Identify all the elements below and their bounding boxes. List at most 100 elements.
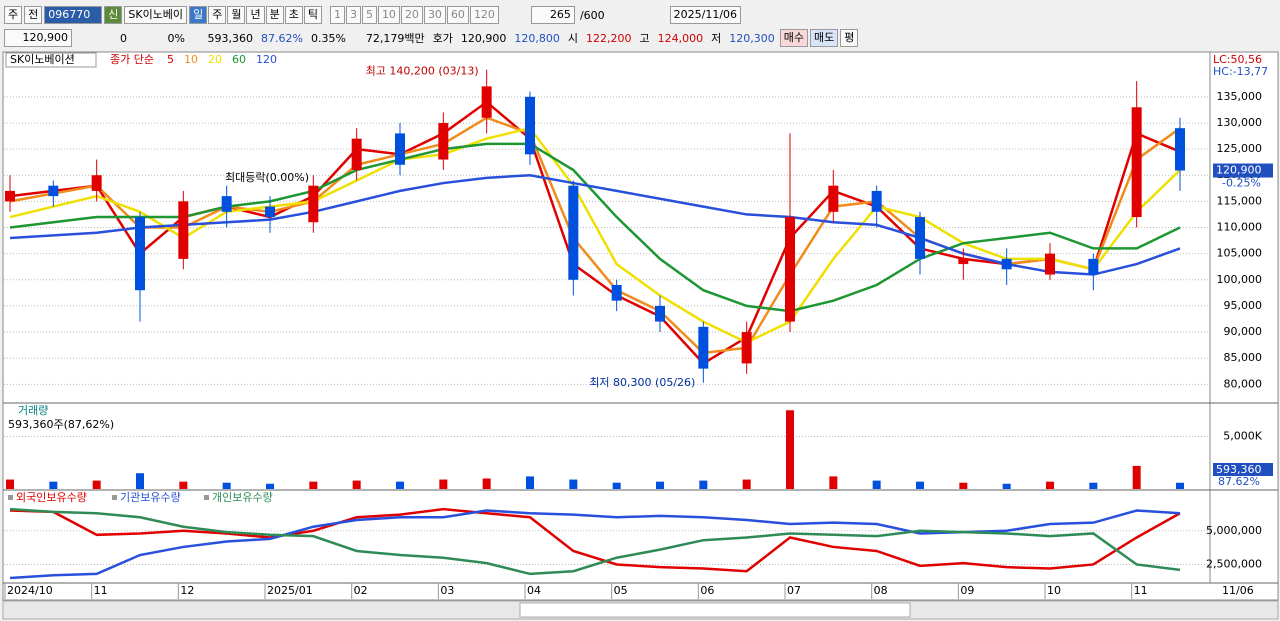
last-date: 11/06 — [1222, 584, 1254, 597]
interval-button[interactable]: 60 — [446, 6, 469, 24]
period-button[interactable]: 주 — [208, 6, 227, 24]
avg-button[interactable]: 평 — [840, 29, 859, 47]
low: 120,300 — [729, 31, 775, 45]
candle-body — [871, 190, 882, 212]
x-tick-label: 11 — [94, 584, 108, 597]
interval-button[interactable]: 120 — [469, 6, 499, 24]
stock-name[interactable]: SK이노베이 — [124, 6, 188, 24]
y-tick-label: 100,000 — [1217, 273, 1263, 286]
x-tick-label: 06 — [700, 584, 714, 597]
volume-bar — [1176, 482, 1184, 489]
period-button[interactable]: 분 — [265, 6, 284, 24]
candle-body — [135, 217, 145, 291]
code-input[interactable]: 096770 — [44, 6, 103, 24]
last-volume-rate: 87.62% — [1218, 475, 1260, 488]
legend-entry: 5 — [167, 53, 174, 66]
y-tick-label: 115,000 — [1217, 194, 1263, 207]
volume-bar — [699, 480, 708, 489]
interval-button[interactable]: 10 — [377, 6, 400, 24]
interval-button[interactable]: 3 — [345, 6, 361, 24]
volume-bar — [1089, 482, 1098, 489]
candle-body — [611, 285, 622, 301]
candle-body — [525, 96, 535, 155]
date[interactable]: 2025/11/06 — [669, 6, 742, 24]
candle-body — [221, 196, 232, 212]
scope[interactable]: 전 — [24, 6, 43, 24]
count[interactable]: 265 — [530, 6, 575, 24]
quote-label: 호가 — [432, 32, 453, 45]
period-button[interactable]: 월 — [227, 6, 246, 24]
x-tick-label: 08 — [874, 584, 888, 597]
candle-body — [915, 217, 925, 259]
legend-entry: 개인보유수량 — [212, 491, 273, 504]
candle-body — [828, 185, 839, 212]
legend-entry: 120 — [256, 53, 277, 66]
legend-entry: 20 — [208, 53, 222, 66]
volume-bar — [6, 479, 14, 489]
volume-bar — [49, 481, 58, 489]
turnover: 0.35% — [310, 31, 346, 45]
interval-button[interactable]: 20 — [400, 6, 423, 24]
high-label: 고 — [639, 32, 650, 45]
x-tick-label: 2025/01 — [267, 584, 313, 597]
last-volume-box — [1213, 463, 1273, 476]
period-button[interactable]: 일 — [189, 6, 208, 24]
scroll-thumb[interactable] — [519, 602, 911, 618]
interval-button[interactable]: 30 — [423, 6, 446, 24]
range-annotation: 최대등락(0.00%) — [225, 171, 309, 184]
legend-entry: 10 — [184, 53, 198, 66]
period-button[interactable]: 틱 — [303, 6, 322, 24]
low-annotation: 최저 80,300 (05/26) — [589, 376, 695, 389]
price: 120,900 — [4, 29, 72, 47]
chart: 80,000 85,000 90,000 95,000 100,000 105,000 11… — [2, 51, 1279, 620]
info-bar: 120,900 0 0% 593,360 87.62% 0.35% 72,179… — [0, 28, 1280, 48]
volume-bar — [742, 479, 751, 489]
volume-bar — [526, 476, 534, 489]
candle-body — [655, 305, 665, 322]
volume: 593,360 — [207, 31, 254, 45]
x-tick-label: 07 — [787, 584, 801, 597]
candle-body — [698, 326, 709, 369]
y-tick-label: 110,000 — [1217, 221, 1263, 234]
sell-button[interactable]: 매도 — [810, 29, 839, 47]
volume-bar — [1132, 465, 1141, 489]
mode[interactable]: 주 — [4, 6, 23, 24]
last-price: 120,900 — [1216, 164, 1262, 177]
ma-line — [9, 507, 1181, 576]
y-tick-label: 130,000 — [1217, 116, 1263, 129]
panel-title: 거래량 — [18, 404, 48, 417]
amount: 72,179백만 — [365, 32, 425, 45]
volume-bar — [1046, 481, 1054, 489]
candle-body — [395, 133, 405, 165]
volume-bar — [959, 482, 968, 489]
high: 124,000 — [657, 31, 704, 45]
y-tick-label: 5,000K — [1223, 430, 1262, 443]
intervals: 1 3 5 10 20 30 60 120 — [329, 6, 499, 24]
chart-frame — [2, 51, 1279, 601]
period-button[interactable]: 년 — [246, 6, 265, 24]
legend-swatch — [204, 495, 209, 500]
ma-line — [9, 126, 1181, 344]
candle-body — [178, 201, 189, 259]
interval-button[interactable]: 1 — [329, 6, 345, 24]
new-badge[interactable]: 신 — [104, 6, 123, 24]
lc-label: LC:50,56 — [1213, 53, 1262, 66]
candle-body — [958, 258, 969, 265]
candle-body — [1175, 128, 1185, 171]
high-annotation: 최고 140,200 (03/13) — [366, 65, 479, 78]
buy-button[interactable]: 매수 — [779, 29, 809, 47]
period-button[interactable]: 초 — [284, 6, 303, 24]
volume-bar — [136, 473, 144, 489]
x-tick-label: 09 — [960, 584, 974, 597]
interval-button[interactable]: 5 — [361, 6, 377, 24]
legend-entry: 60 — [232, 53, 246, 66]
y-tick-label: 90,000 — [1224, 325, 1263, 338]
volume-bar — [482, 478, 491, 489]
y-tick-label: 95,000 — [1224, 299, 1263, 312]
ma-line — [9, 507, 1181, 573]
candle-body — [1001, 258, 1012, 270]
ma-line — [9, 173, 1181, 276]
volume-bar — [396, 481, 404, 489]
change-rate: 0% — [167, 31, 185, 45]
